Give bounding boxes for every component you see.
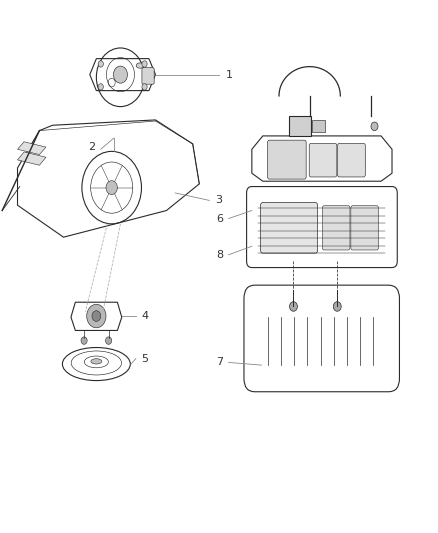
Polygon shape — [18, 142, 46, 155]
Circle shape — [98, 61, 103, 67]
Circle shape — [87, 304, 106, 328]
Circle shape — [106, 181, 117, 195]
Text: 5: 5 — [141, 354, 148, 364]
FancyBboxPatch shape — [338, 143, 365, 177]
FancyBboxPatch shape — [312, 120, 325, 132]
Circle shape — [371, 122, 378, 131]
Text: 3: 3 — [215, 196, 223, 205]
Circle shape — [142, 61, 147, 67]
FancyBboxPatch shape — [142, 68, 154, 84]
FancyBboxPatch shape — [289, 116, 311, 136]
Circle shape — [81, 337, 87, 344]
Text: 8: 8 — [216, 250, 223, 260]
FancyBboxPatch shape — [268, 140, 306, 179]
FancyBboxPatch shape — [351, 206, 378, 250]
Text: 6: 6 — [216, 214, 223, 223]
Circle shape — [106, 337, 112, 344]
Circle shape — [98, 84, 103, 90]
FancyBboxPatch shape — [322, 206, 350, 250]
Circle shape — [113, 66, 127, 83]
FancyBboxPatch shape — [261, 203, 318, 253]
Circle shape — [333, 302, 341, 311]
Text: 2: 2 — [88, 142, 95, 151]
Ellipse shape — [136, 63, 144, 68]
Circle shape — [142, 84, 147, 90]
Circle shape — [290, 302, 297, 311]
FancyBboxPatch shape — [309, 143, 337, 177]
Polygon shape — [18, 152, 46, 165]
Text: 4: 4 — [141, 311, 148, 321]
Circle shape — [92, 311, 101, 321]
Ellipse shape — [91, 359, 102, 364]
Text: 7: 7 — [216, 358, 223, 367]
Text: 1: 1 — [226, 70, 233, 79]
